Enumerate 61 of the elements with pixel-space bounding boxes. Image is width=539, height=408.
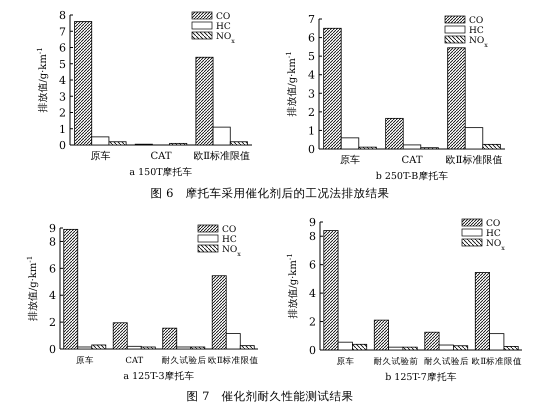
text: b 125T-7摩托车 — [385, 371, 457, 383]
x-tick-label: CAT — [402, 155, 423, 166]
y-tick-label: 3 — [59, 90, 66, 104]
y-tick-label: 0 — [309, 344, 316, 357]
y-tick-label: 4 — [309, 287, 316, 300]
x-tick-label: 原车 — [76, 355, 94, 366]
y-tick-label: 1 — [308, 124, 315, 138]
y-tick-label: 4 — [49, 289, 56, 302]
caption: 图 6 摩托车采用催化剂后的工况法排放结果 — [150, 186, 390, 200]
caption: 图 7 催化剂耐久性能测试结果 — [186, 389, 354, 403]
x-tick-label: 欧Ⅱ标准限值 — [471, 356, 522, 367]
legend-label: NO$_{x}$ — [222, 245, 242, 258]
x-tick-label: CAT — [125, 356, 144, 366]
y-tick-label: 1 — [59, 122, 66, 136]
y-tick-label: 7 — [59, 25, 66, 38]
x-tick-label: 欧Ⅱ标准限值 — [446, 154, 502, 166]
x-tick-label: 耐久试验前 — [373, 356, 418, 367]
legend-label: NO$_{x}$ — [469, 36, 488, 48]
y-tick-label: 4 — [59, 74, 66, 87]
y-tick-label: 5 — [308, 50, 315, 64]
legend-label: CO — [486, 219, 500, 229]
legend-label: CO — [222, 225, 236, 235]
legend-label: HC — [486, 229, 501, 239]
legend-label: HC — [469, 26, 484, 36]
y-tick-label: 9 — [49, 222, 56, 235]
y-tick-label: 6 — [309, 258, 316, 272]
y-tick-label: 2 — [49, 316, 56, 330]
x-tick-label: 耐久试验后 — [424, 356, 469, 367]
y-tick-label: 6 — [308, 32, 315, 45]
legend-label: NO$_{x}$ — [486, 239, 506, 252]
y-tick-label: 5 — [59, 58, 66, 71]
y-tick-label: 3 — [308, 87, 315, 100]
x-tick-label: 欧Ⅱ标准限值 — [193, 150, 250, 162]
x-tick-label: 耐久试验后 — [161, 355, 206, 366]
y-tick-label: 4 — [308, 68, 315, 82]
text: a 150T摩托车 — [129, 166, 193, 178]
y-tick-label: 0 — [59, 139, 66, 152]
x-tick-label: 原车 — [340, 154, 360, 166]
y-tick-label: 8 — [309, 230, 316, 244]
x-tick-label: 原车 — [90, 150, 110, 162]
y-tick-label: 2 — [308, 106, 315, 119]
y-tick-label: 8 — [59, 9, 66, 22]
y-tick-label: 2 — [309, 316, 316, 329]
x-tick-label: CAT — [150, 151, 172, 162]
y-tick-label: 6 — [59, 42, 66, 54]
y-tick-label: 0 — [49, 343, 56, 356]
y-tick-label: 8 — [49, 235, 56, 248]
x-tick-label: 欧Ⅱ标准限值 — [208, 355, 259, 366]
legend-label: CO — [469, 16, 484, 26]
legend-label: HC — [216, 22, 231, 32]
y-tick-label: 0 — [308, 143, 315, 156]
legend-label: HC — [222, 235, 237, 245]
x-tick-label: 原车 — [336, 356, 354, 367]
y-tick-label: 9 — [309, 216, 316, 229]
y-tick-label: 6 — [49, 262, 56, 276]
legend-label: CO — [216, 12, 230, 22]
legend-label: NO$_{x}$ — [216, 32, 236, 44]
y-tick-label: 7 — [308, 13, 315, 26]
text: b 250T-B摩托车 — [376, 170, 448, 182]
y-tick-label: 2 — [59, 106, 66, 120]
text: a 125T-3摩托车 — [123, 370, 195, 382]
